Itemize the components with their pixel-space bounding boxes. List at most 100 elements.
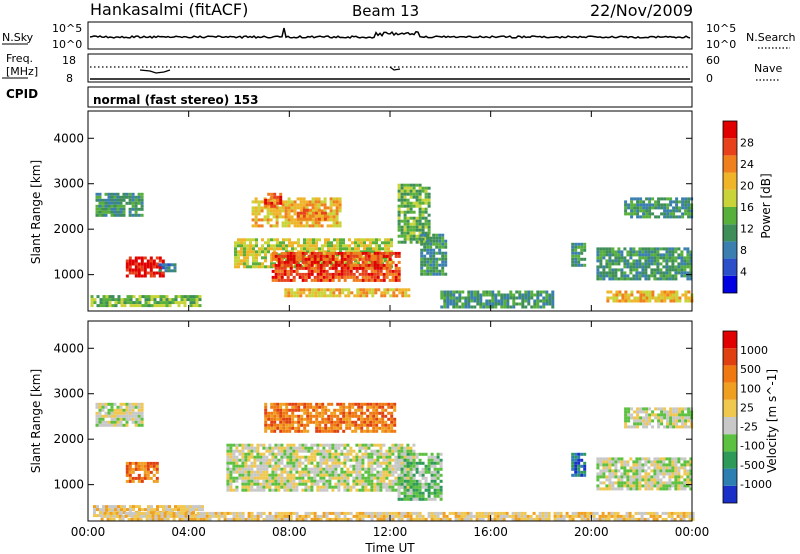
velocity-colorbar-swatch-5 (723, 399, 737, 417)
power-colorbar-tick-2: 12 (740, 223, 754, 236)
nsearch-tick-bottom: 10^0 (706, 38, 736, 51)
velocity-region-1 (125, 461, 159, 483)
x-tick-label-5: 20:00 (574, 525, 609, 539)
cpid-text: normal (fast stereo) 153 (93, 93, 259, 107)
x-tick-label-4: 16:00 (473, 525, 508, 539)
power-region-6 (296, 208, 327, 221)
power-colorbar-tick-3: 16 (740, 201, 754, 214)
power-ytick-label-0: 1000 (53, 268, 84, 282)
velocity-colorbar-swatch-8 (723, 348, 737, 366)
power-region-3 (90, 295, 202, 308)
velocity-region-8 (624, 407, 694, 429)
velocity-region-9 (100, 511, 695, 521)
velocity-colorbar-swatch-3 (723, 434, 737, 452)
power-ytick-label-3: 4000 (53, 131, 84, 145)
x-axis-label: Time UT (364, 541, 415, 554)
beam-title: Beam 13 (352, 2, 419, 20)
power-region-13 (571, 242, 587, 267)
velocity-colorbar-label: Velocity [m s^-1] (765, 369, 779, 473)
x-tick-label-1: 04:00 (171, 525, 206, 539)
velocity-colorbar-swatch-9 (723, 331, 737, 349)
velocity-colorbar-swatch-6 (723, 382, 737, 400)
nsearch-label: N.Search (746, 31, 796, 44)
power-panel: 1000 2000 3000 4000 Slant Range [km] 4 8 12 16… (29, 110, 773, 312)
power-ytick-label-1: 2000 (53, 222, 84, 236)
velocity-colorbar-tick-0: 1000 (740, 344, 768, 357)
x-tick-label-3: 12:00 (373, 525, 408, 539)
velocity-colorbar-tick-3: 25 (740, 401, 754, 414)
cpid-label: CPID (6, 87, 38, 101)
cpid-panel (87, 86, 693, 108)
velocity-colorbar-tick-7: -1000 (740, 478, 772, 491)
velocity-region-7 (596, 457, 693, 491)
power-colorbar-swatch-4 (723, 207, 737, 225)
freq-label-1: Freq. (6, 52, 33, 65)
power-region-0 (95, 192, 144, 217)
freq-dip-mark-2 (389, 66, 401, 71)
velocity-ylabel: Slant Range [km] (29, 369, 43, 473)
velocity-colorbar-tick-1: 500 (740, 363, 761, 376)
x-tick-label-6: 00:00 (675, 525, 710, 539)
power-colorbar-swatch-3 (723, 224, 737, 242)
nsearch-tick-top: 10^5 (706, 22, 736, 35)
power-region-16 (624, 197, 694, 219)
velocity-colorbar-swatch-7 (723, 365, 737, 383)
power-colorbar-swatch-8 (723, 138, 737, 156)
freq-tick-bottom: 8 (66, 72, 73, 85)
nsky-tick-bottom: 10^0 (52, 38, 82, 51)
power-region-14 (596, 247, 693, 281)
velocity-colorbar-swatch-0 (723, 485, 737, 503)
freq-panel: Freq. [MHz] 18 8 60 0 Nave (2, 52, 782, 85)
velocity-colorbar-tick-2: 100 (740, 382, 761, 395)
nsky-series-line (89, 27, 691, 39)
freq-dip-mark (139, 69, 171, 74)
power-region-11 (284, 288, 411, 298)
velocity-colorbar-swatch-2 (723, 451, 737, 469)
power-colorbar-swatch-1 (723, 258, 737, 276)
velocity-colorbar-tick-5: -100 (740, 440, 765, 453)
x-tick-label-2: 08:00 (272, 525, 307, 539)
power-colorbar-swatch-0 (723, 275, 737, 293)
power-colorbar-label: Power [dB] (759, 173, 773, 238)
velocity-colorbar-tick-4: -25 (740, 421, 758, 434)
power-region-2 (158, 263, 177, 273)
nave-tick-bottom: 0 (706, 72, 713, 85)
power-colorbar-swatch-9 (723, 121, 737, 139)
freq-tick-top: 18 (62, 54, 76, 67)
velocity-ytick-label-0: 1000 (53, 478, 84, 492)
power-colorbar-swatch-6 (723, 172, 737, 190)
date-title: 22/Nov/2009 (590, 1, 693, 20)
nave-label: Nave (754, 62, 782, 75)
power-ylabel: Slant Range [km] (29, 160, 43, 264)
power-region-10 (420, 233, 448, 276)
station-title: Hankasalmi (fitACF) (90, 0, 248, 19)
power-colorbar-tick-4: 20 (740, 180, 754, 193)
velocity-ytick-label-2: 3000 (53, 387, 84, 401)
freq-label-2: [MHz] (6, 65, 38, 78)
power-colorbar-swatch-5 (723, 189, 737, 207)
power-region-5 (264, 192, 283, 208)
power-region-8 (271, 251, 401, 282)
power-region-12 (440, 290, 555, 309)
nsky-tick-top: 10^5 (52, 22, 82, 35)
velocity-colorbar-swatch-1 (723, 468, 737, 486)
velocity-region-4 (226, 443, 416, 492)
velocity-colorbar-swatch-4 (723, 417, 737, 435)
nave-tick-top: 60 (706, 54, 720, 67)
velocity-panel: 00:00 04:00 08:00 12:00 16:00 20:00 00:00 1000 2… (29, 320, 779, 539)
velocity-region-5 (397, 452, 443, 501)
nsky-label: N.Sky (2, 31, 34, 44)
power-colorbar-tick-5: 24 (740, 158, 754, 171)
power-colorbar-swatch-7 (723, 155, 737, 173)
power-region-9 (397, 183, 431, 244)
velocity-colorbar-tick-6: -500 (740, 459, 765, 472)
power-colorbar-tick-0: 4 (740, 266, 747, 279)
power-ytick-label-2: 3000 (53, 177, 84, 191)
velocity-ytick-label-3: 4000 (53, 341, 84, 355)
velocity-region-6 (571, 452, 587, 477)
power-region-1 (125, 256, 165, 278)
x-tick-label-0: 00:00 (71, 525, 106, 539)
power-colorbar-swatch-2 (723, 241, 737, 259)
velocity-region-0 (95, 402, 144, 427)
